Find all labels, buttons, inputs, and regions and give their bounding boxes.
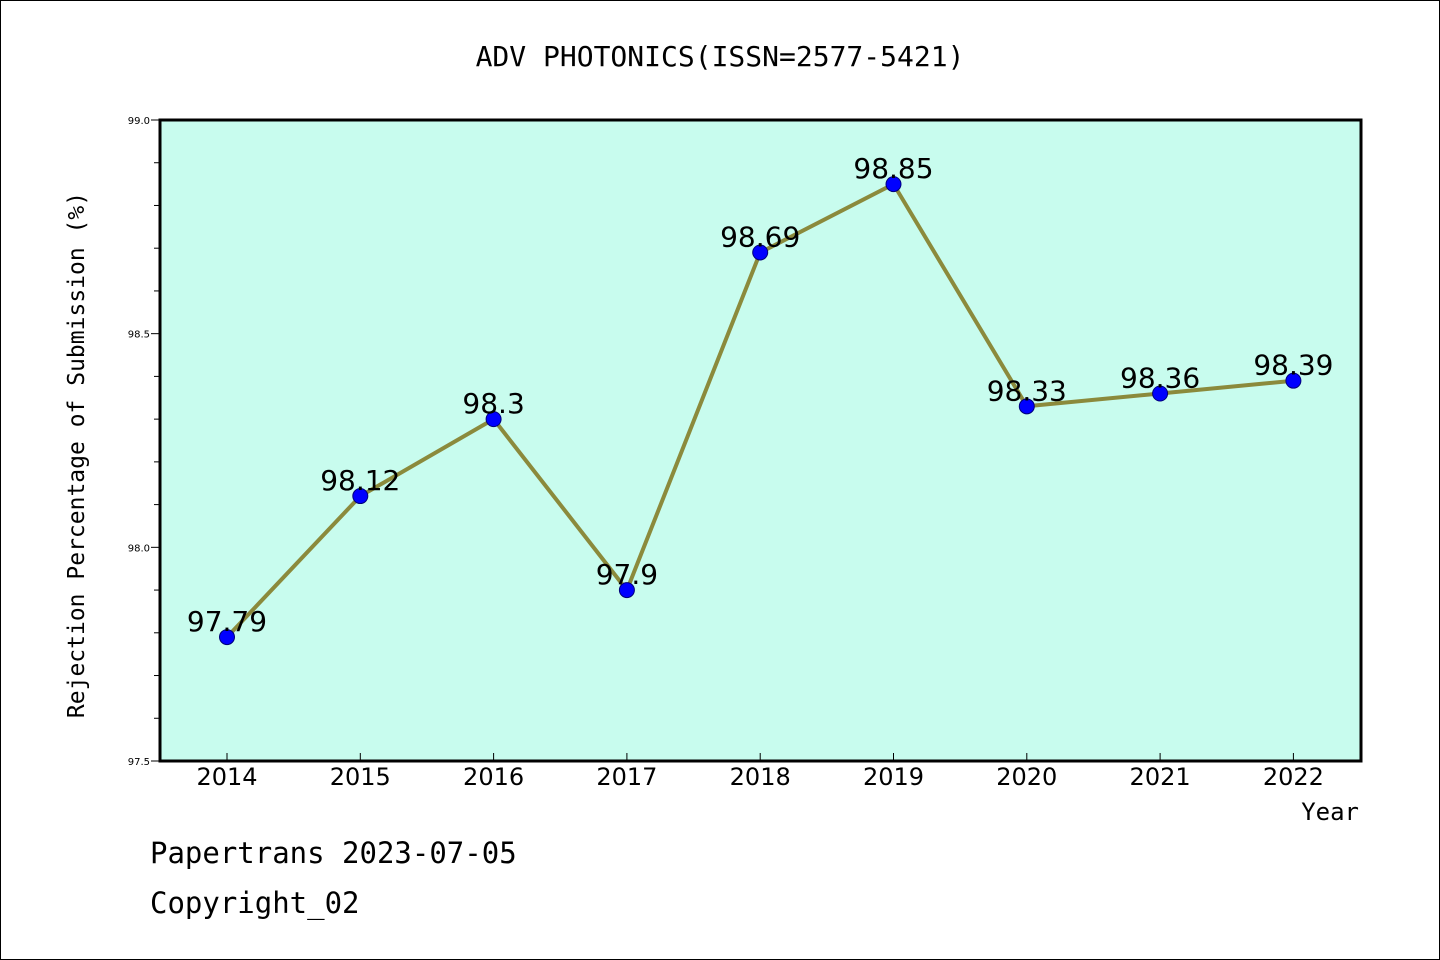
x-tick-label: 2019 (863, 763, 924, 791)
data-point (1152, 385, 1169, 402)
data-point (752, 244, 769, 261)
data-point (485, 411, 502, 428)
data-label: 98.69 (720, 220, 800, 253)
data-point (352, 488, 369, 505)
data-label: 98.85 (853, 152, 933, 185)
x-axis-ticks: 2014 2015 2016 2017 2018 2019 2020 2021 2022 (196, 753, 1324, 791)
x-tick-label: 2020 (996, 763, 1057, 791)
y-tick-label: 97.5 (128, 757, 150, 768)
data-point (618, 582, 635, 599)
data-point (1285, 372, 1302, 389)
x-tick-label: 2014 (196, 763, 257, 791)
data-label: 98.39 (1253, 349, 1333, 382)
x-tick-label: 2016 (463, 763, 524, 791)
footer-copyright: Copyright_02 (150, 886, 360, 920)
data-point (219, 629, 235, 646)
x-axis-label: Year (1301, 798, 1359, 826)
data-label: 97.9 (596, 558, 658, 591)
plot-area (158, 118, 1363, 763)
data-point (885, 176, 902, 193)
y-tick-label: 98.0 (128, 543, 150, 554)
x-tick-label: 2021 (1130, 763, 1191, 791)
series-markers (219, 176, 1302, 646)
data-label: 98.3 (462, 387, 524, 420)
data-label: 98.36 (1120, 361, 1200, 394)
footer-date: Papertrans 2023-07-05 (150, 836, 517, 870)
x-tick-label: 2018 (730, 763, 791, 791)
y-tick-label: 99.0 (128, 116, 150, 127)
data-point (1018, 398, 1035, 415)
x-tick-label: 2022 (1263, 763, 1324, 791)
chart-title: ADV PHOTONICS(ISSN=2577-5421) (476, 40, 965, 73)
data-labels: 97.79 98.12 98.3 97.9 98.69 98.85 98.33 98.36 98… (187, 152, 1334, 638)
y-tick-label: 98.5 (128, 330, 150, 341)
data-label: 97.79 (187, 605, 267, 638)
y-axis-ticks: 97.5 98.0 98.5 99.0 (128, 116, 160, 768)
x-tick-label: 2017 (596, 763, 657, 791)
data-label: 98.33 (987, 374, 1067, 407)
x-tick-label: 2015 (330, 763, 391, 791)
data-label: 98.12 (320, 464, 400, 497)
y-axis-label: Rejection Percentage of Submission (%) (64, 192, 90, 718)
